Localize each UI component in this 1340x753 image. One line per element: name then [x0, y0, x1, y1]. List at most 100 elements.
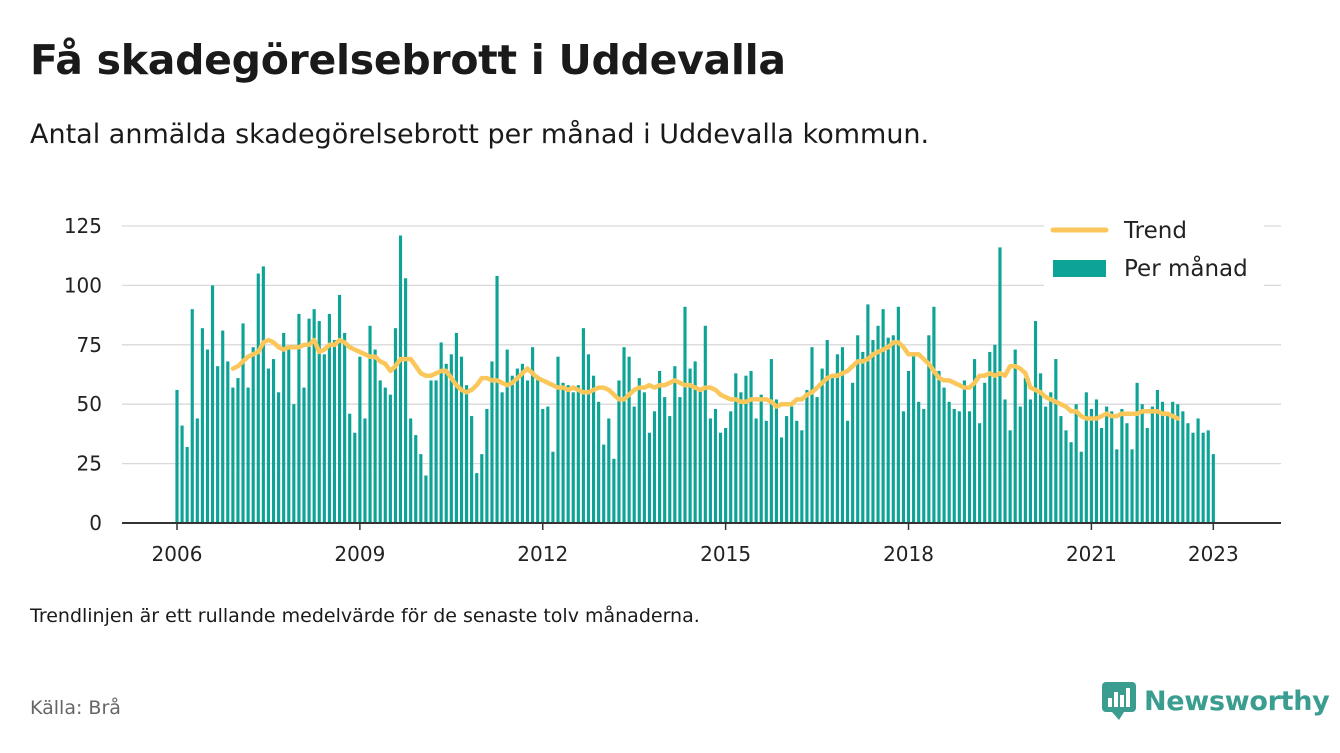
bar: [632, 406, 636, 523]
bar: [556, 356, 560, 523]
bar: [703, 325, 707, 523]
bar: [835, 354, 839, 523]
bar: [724, 427, 728, 523]
bar: [1074, 404, 1078, 523]
bar: [480, 454, 484, 523]
bar: [1039, 373, 1043, 523]
bar: [795, 420, 799, 523]
bar: [256, 273, 260, 523]
bar: [297, 313, 301, 523]
bar: [830, 378, 834, 523]
bar: [708, 418, 712, 523]
bar: [840, 347, 845, 523]
bar: [541, 408, 545, 523]
bar: [622, 347, 626, 523]
bar: [764, 420, 768, 523]
bar: [546, 406, 550, 523]
x-tick-label: 2018: [883, 542, 934, 566]
bar: [190, 309, 194, 523]
bar: [663, 397, 667, 523]
bar: [901, 411, 906, 523]
bar: [531, 347, 535, 523]
bar: [978, 423, 982, 523]
bar: [652, 411, 657, 523]
bar: [998, 247, 1002, 523]
legend-bar-label: Per månad: [1124, 254, 1248, 282]
y-tick-label: 125: [64, 214, 102, 238]
bar: [353, 432, 357, 523]
bar: [241, 323, 245, 523]
bar: [307, 318, 311, 523]
bar: [1013, 349, 1017, 523]
bar: [434, 380, 438, 523]
bar: [805, 389, 809, 523]
bar: [266, 368, 271, 523]
bar: [1201, 432, 1205, 523]
bar: [1125, 423, 1129, 523]
bar: [759, 394, 763, 523]
bar: [414, 435, 418, 523]
bar: [505, 349, 509, 523]
bar: [282, 332, 286, 523]
bar: [277, 392, 281, 523]
bar: [1150, 406, 1154, 523]
bar: [1181, 411, 1185, 523]
bar: [906, 370, 911, 523]
trend-series: [230, 337, 1181, 421]
bar: [236, 378, 240, 523]
bar: [383, 387, 387, 523]
bar: [398, 235, 403, 523]
bar: [302, 387, 306, 523]
bar: [205, 349, 210, 523]
bar: [937, 370, 941, 523]
bar: [785, 416, 789, 523]
bar: [678, 397, 682, 523]
bar: [993, 344, 997, 523]
bar: [363, 418, 367, 523]
bar: [1008, 430, 1012, 523]
bar: [1023, 378, 1027, 523]
bar: [210, 285, 215, 523]
bar: [861, 351, 865, 523]
bar: [922, 408, 926, 523]
bar: [409, 418, 413, 523]
bar: [226, 361, 230, 523]
bar: [231, 387, 235, 523]
bar: [1115, 449, 1119, 523]
bar: [343, 332, 347, 523]
bar: [1099, 427, 1104, 523]
page-subtitle: Antal anmälda skadegörelsebrott per måna…: [30, 119, 930, 150]
bar: [246, 387, 250, 523]
bar: [1120, 408, 1124, 523]
brand-name: Newsworthy: [1144, 685, 1330, 717]
bar: [312, 309, 316, 523]
bar: [576, 385, 580, 523]
bar: [1160, 401, 1165, 523]
bar: [972, 359, 977, 523]
bar: [449, 354, 453, 523]
trend-line: [230, 337, 1181, 421]
bar: [713, 408, 718, 523]
bar: [1166, 416, 1170, 523]
bar: [586, 354, 591, 523]
x-tick-label: 2023: [1188, 542, 1239, 566]
bar: [348, 413, 352, 523]
bar: [891, 335, 895, 523]
bar: [683, 306, 687, 523]
bar: [404, 278, 408, 523]
bar: [566, 385, 570, 523]
bar: [734, 373, 738, 523]
bar: [800, 430, 804, 523]
bar: [779, 437, 784, 523]
bar: [581, 328, 585, 523]
page-title: Få skadegörelsebrott i Uddevalla: [30, 36, 786, 84]
bar: [1084, 392, 1088, 523]
bar: [591, 375, 596, 523]
bar: [419, 454, 423, 523]
bar: [820, 368, 824, 523]
bar: [271, 359, 276, 523]
bar: [180, 425, 184, 523]
bar: [927, 335, 931, 523]
bar: [825, 340, 829, 523]
bar: [500, 392, 504, 523]
